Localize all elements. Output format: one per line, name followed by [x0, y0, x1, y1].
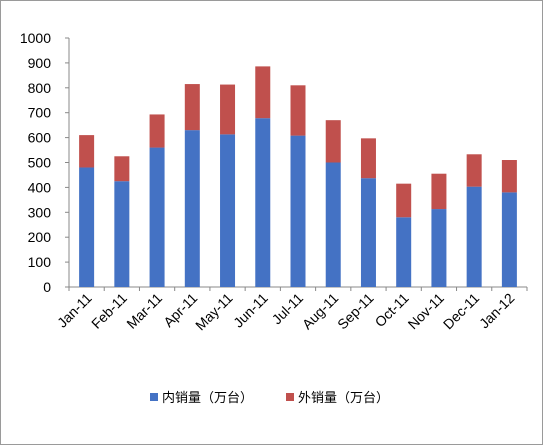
bar-export-1 — [114, 156, 130, 182]
bar-export-7 — [325, 120, 341, 163]
x-tick-label: Jun-11 — [230, 290, 271, 331]
x-tick-label: Sep-11 — [334, 290, 377, 333]
x-tick-label: Jan-12 — [476, 290, 518, 332]
x-axis: Jan-11Feb-11Mar-11Apr-11May-11Jun-11Jul-… — [54, 286, 528, 334]
y-tick-label: 300 — [28, 204, 52, 220]
bar-export-12 — [501, 160, 517, 193]
bar-domestic-6 — [290, 135, 306, 287]
bar-export-3 — [184, 84, 200, 131]
bar-domestic-10 — [431, 209, 447, 287]
bar-domestic-7 — [325, 162, 341, 287]
bar-domestic-1 — [114, 181, 130, 287]
bar-domestic-8 — [360, 178, 376, 287]
bar-domestic-2 — [149, 147, 165, 287]
bars — [79, 66, 517, 287]
y-tick-label: 500 — [28, 155, 52, 171]
y-tick-label: 0 — [43, 279, 51, 295]
legend-swatch-1 — [286, 393, 294, 401]
x-tick-label: Dec-11 — [440, 290, 483, 333]
bar-export-0 — [79, 135, 95, 168]
x-tick-label: Nov-11 — [405, 290, 448, 333]
bar-export-10 — [431, 173, 447, 210]
y-tick-label: 600 — [28, 130, 52, 146]
y-tick-label: 900 — [28, 55, 52, 71]
bar-export-8 — [360, 138, 376, 179]
bar-domestic-4 — [220, 134, 236, 287]
bar-export-11 — [466, 154, 482, 187]
legend-label-1: 外销量（万台） — [298, 391, 389, 406]
legend: 内销量（万台） 外销量（万台） — [150, 390, 389, 406]
legend-swatch-0 — [150, 393, 158, 401]
y-tick-label: 800 — [28, 80, 52, 96]
bar-export-6 — [290, 85, 306, 136]
bar-domestic-12 — [501, 192, 517, 287]
y-axis: 0 100 200 300 400 500 600 700 800 900 1000 — [20, 30, 70, 295]
bar-domestic-11 — [466, 186, 482, 287]
bar-domestic-9 — [396, 217, 412, 287]
x-tick-label: Oct-11 — [372, 290, 412, 330]
x-tick-label: Feb-11 — [88, 290, 130, 332]
bar-export-4 — [220, 84, 236, 135]
bar-export-2 — [149, 114, 165, 148]
y-tick-label: 1000 — [20, 30, 51, 46]
x-tick-label: May-11 — [192, 290, 236, 334]
x-tick-label: Jan-11 — [54, 290, 95, 331]
bar-export-9 — [396, 183, 412, 218]
bar-domestic-3 — [184, 130, 200, 287]
y-tick-label: 700 — [28, 105, 52, 121]
x-tick-label: Aug-11 — [299, 290, 342, 333]
y-tick-label: 400 — [28, 179, 52, 195]
bar-domestic-5 — [255, 118, 271, 287]
y-tick-label: 200 — [28, 229, 52, 245]
bar-domestic-0 — [79, 167, 95, 287]
bar-export-5 — [255, 66, 271, 119]
y-tick-label: 100 — [28, 254, 52, 270]
legend-label-0: 内销量（万台） — [162, 390, 253, 406]
x-tick-label: Mar-11 — [123, 290, 165, 332]
